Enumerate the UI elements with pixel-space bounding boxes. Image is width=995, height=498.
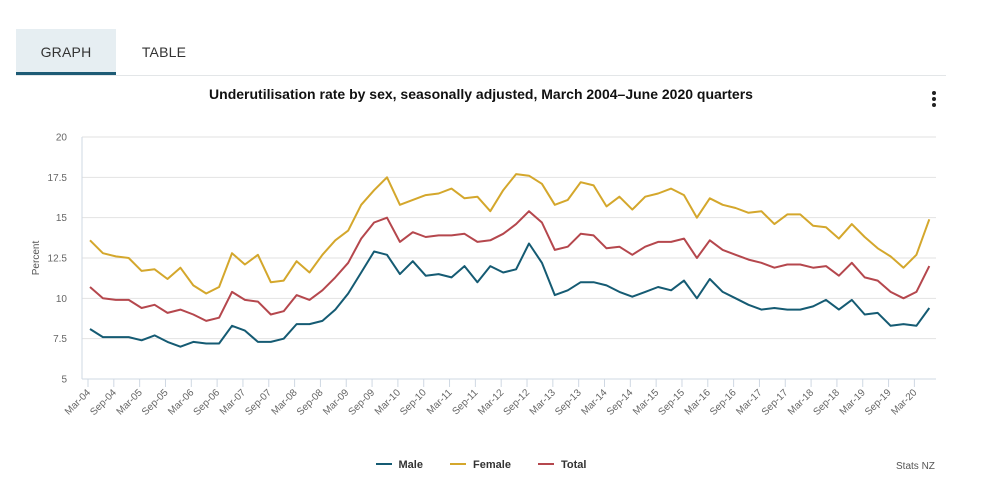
x-tick-label: Sep-12 — [502, 387, 533, 418]
x-tick-label: Mar-11 — [425, 387, 455, 417]
x-tick-label: Sep-13 — [553, 387, 584, 418]
x-tick-label: Sep-11 — [450, 387, 480, 417]
y-tick-label: 7.5 — [53, 334, 67, 345]
x-tick-label: Mar-05 — [115, 387, 145, 417]
x-tick-label: Mar-17 — [734, 387, 764, 417]
x-tick-label: Mar-07 — [218, 387, 248, 417]
legend-label-total: Total — [561, 459, 587, 471]
series-line-total[interactable] — [89, 210, 931, 322]
x-tick-label: Mar-18 — [786, 387, 816, 417]
x-tick-label: Sep-16 — [708, 387, 739, 418]
series-line-male[interactable] — [89, 242, 931, 348]
legend-label-male: Male — [398, 459, 423, 471]
legend-swatch-total — [538, 463, 555, 466]
x-tick-label: Mar-16 — [683, 387, 713, 417]
x-tick-label: Mar-10 — [373, 387, 403, 417]
view-tabs: GRAPH TABLE — [16, 29, 946, 76]
x-tick-label: Sep-10 — [398, 387, 429, 418]
x-tick-label: Mar-13 — [528, 387, 558, 417]
x-tick-label: Sep-19 — [863, 387, 894, 418]
x-tick-label: Sep-15 — [657, 387, 688, 418]
x-tick-label: Sep-17 — [760, 387, 791, 418]
x-tick-label: Sep-05 — [140, 387, 171, 418]
legend-item-male[interactable]: Male — [375, 459, 423, 471]
y-tick-label: 20 — [56, 133, 68, 144]
x-tick-label: Sep-08 — [295, 387, 326, 418]
chart-menu-button[interactable] — [926, 88, 942, 110]
tab-graph[interactable]: GRAPH — [16, 29, 116, 75]
x-tick-label: Mar-19 — [838, 387, 868, 417]
x-tick-label: Sep-06 — [192, 387, 223, 418]
legend-swatch-male — [375, 463, 392, 466]
x-tick-label: Mar-14 — [579, 387, 609, 417]
legend-item-female[interactable]: Female — [450, 459, 511, 471]
x-tick-label: Mar-08 — [270, 387, 300, 417]
legend: Male Female Total — [0, 459, 962, 471]
legend-item-total[interactable]: Total — [538, 459, 586, 471]
x-tick-label: Mar-09 — [321, 387, 351, 417]
y-tick-label: 15 — [56, 213, 68, 224]
x-tick-label: Mar-06 — [166, 387, 196, 417]
x-tick-label: Sep-09 — [347, 387, 378, 418]
x-tick-label: Sep-18 — [811, 387, 842, 418]
x-tick-label: Sep-07 — [243, 387, 274, 418]
x-tick-label: Mar-20 — [889, 387, 919, 417]
source-credit: Stats NZ — [896, 461, 935, 472]
y-tick-label: 17.5 — [48, 173, 68, 184]
y-axis-ticks: 5 7.5 10 12.5 15 17.5 20 — [48, 133, 68, 386]
y-axis-label: Percent — [31, 241, 42, 276]
x-tick-label: Sep-14 — [605, 387, 636, 418]
x-tick-label: Mar-04 — [63, 387, 93, 417]
legend-swatch-female — [450, 463, 467, 466]
y-tick-label: 5 — [61, 375, 67, 386]
legend-label-female: Female — [473, 459, 511, 471]
chart-title: Underutilisation rate by sex, seasonally… — [209, 86, 753, 102]
x-tick-label: Mar-15 — [631, 387, 661, 417]
series-lines — [89, 173, 931, 348]
series-line-female[interactable] — [89, 173, 931, 295]
y-tick-label: 10 — [56, 294, 68, 305]
x-tick-label: Mar-12 — [476, 387, 506, 417]
grid-lines — [82, 136, 936, 340]
tab-table[interactable]: TABLE — [141, 44, 187, 60]
x-axis-ticks: Mar-04Sep-04Mar-05Sep-05Mar-06Sep-06Mar-… — [63, 379, 920, 418]
y-tick-label: 12.5 — [48, 254, 68, 265]
x-tick-label: Sep-04 — [88, 387, 119, 418]
